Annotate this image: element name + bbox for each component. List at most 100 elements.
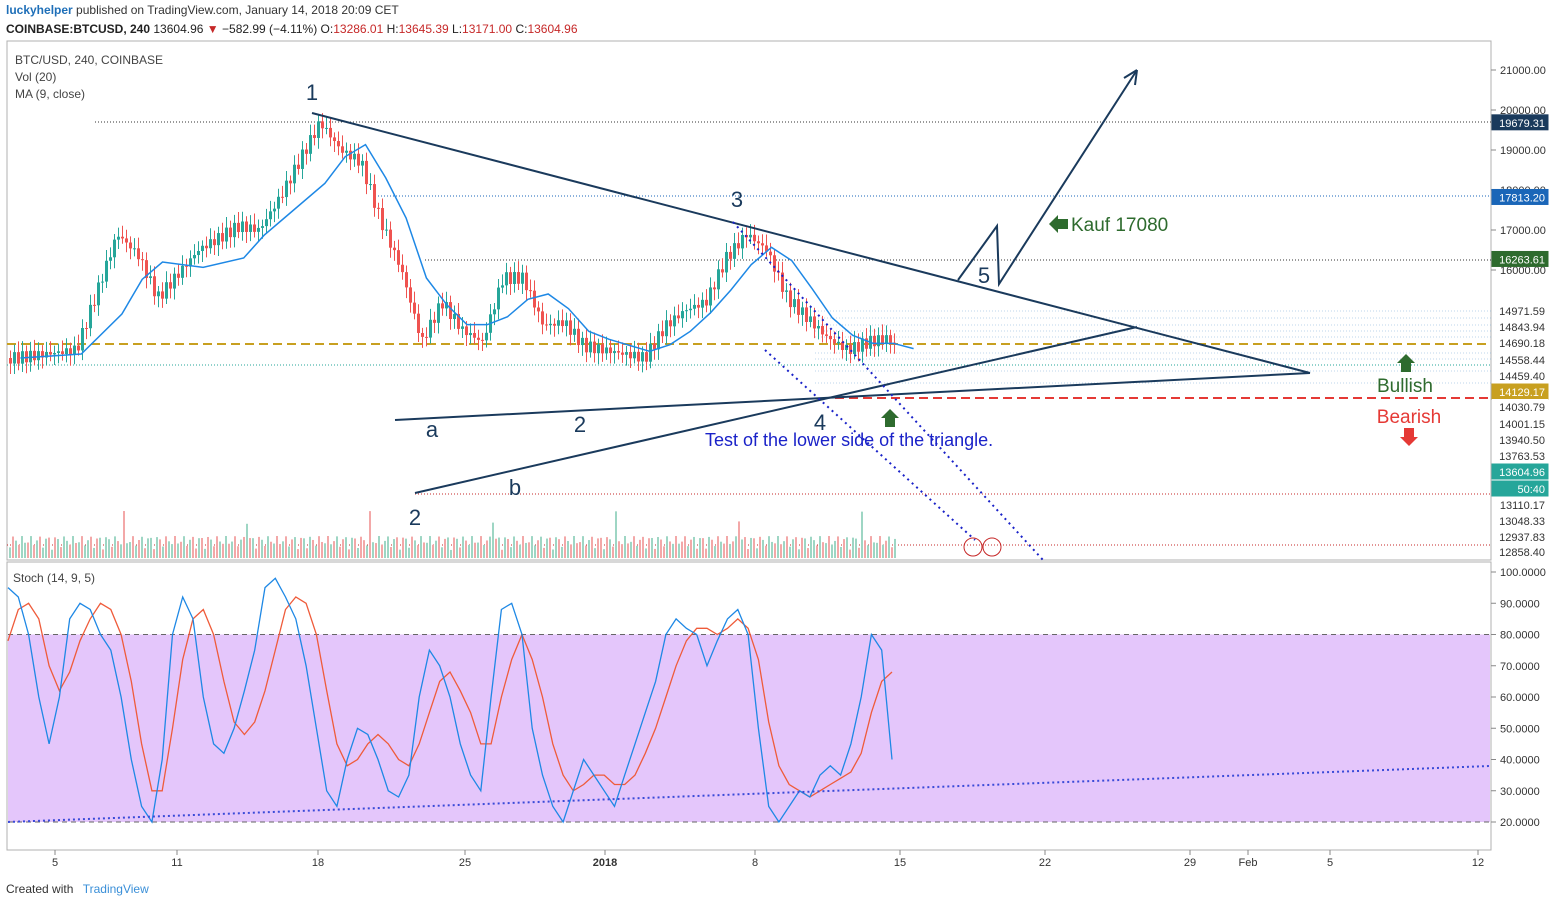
time-axis-label: 11 <box>171 857 182 869</box>
candle-body <box>385 229 388 231</box>
channel-upper-dotted <box>732 221 1044 561</box>
volume-bar <box>894 538 896 558</box>
price-pane[interactable]: 1 2 3 4 5 a b 2 Kauf 17080 Bullish Bearish Test of … <box>7 69 1491 561</box>
volume-bar <box>42 547 44 558</box>
wave-5-projection <box>957 69 1138 288</box>
main-pane-frame <box>6 40 1492 561</box>
price-level-label: 14971.59 <box>1499 306 1545 318</box>
tradingview-logo-link[interactable]: TradingView <box>82 882 149 896</box>
candle-body <box>661 331 664 337</box>
volume-bar <box>420 536 422 558</box>
volume-bar <box>372 542 374 558</box>
volume-bar <box>828 536 830 558</box>
volume-bar <box>90 536 92 558</box>
high-value: 13645.39 <box>398 22 449 36</box>
candle-body <box>689 308 692 311</box>
author-link[interactable]: luckyhelper <box>6 3 73 17</box>
volume-bar <box>219 541 221 558</box>
volume-bar <box>525 542 527 558</box>
price-level-label: 14690.18 <box>1499 338 1545 350</box>
candle-body <box>773 255 776 272</box>
candle-body <box>469 333 472 336</box>
volume-bar <box>426 542 428 558</box>
volume-bar <box>195 548 197 558</box>
candle-body <box>285 180 288 198</box>
volume-bar <box>18 544 20 558</box>
volume-bar <box>9 547 11 558</box>
volume-bar <box>12 536 14 558</box>
candle-body <box>77 345 80 351</box>
volume-bar <box>291 539 293 558</box>
volume-bar <box>594 548 596 558</box>
candle-body <box>641 352 644 362</box>
volume-bar <box>447 537 449 558</box>
candle-body <box>553 323 556 326</box>
volume-bar <box>660 539 662 558</box>
volume-bar <box>360 536 362 558</box>
volume-bar <box>453 537 455 558</box>
candle-body <box>485 332 488 341</box>
candle-body <box>121 236 124 239</box>
triangle-test-note: Test of the lower side of the triangle. <box>705 430 993 450</box>
volume-bar <box>681 541 683 558</box>
candle-body <box>181 265 184 278</box>
candle-body <box>89 304 92 329</box>
candle-body <box>293 164 296 184</box>
volume-bar <box>732 541 734 558</box>
candle-body <box>825 334 828 336</box>
candle-body <box>613 351 616 354</box>
volume-bar <box>687 546 689 558</box>
volume-bar <box>636 545 638 558</box>
candle-body <box>261 226 264 228</box>
candle-body <box>213 239 216 246</box>
volume-bar <box>96 538 98 558</box>
price-level-label: 14030.79 <box>1499 402 1545 414</box>
volume-bar <box>633 536 635 558</box>
candle-body <box>381 208 384 231</box>
price-level-box <box>1492 448 1548 463</box>
volume-bar <box>750 537 752 558</box>
candle-body <box>317 121 320 138</box>
volume-bar <box>300 537 302 558</box>
time-axis-label: 5 <box>52 857 58 869</box>
candle-body <box>757 241 760 244</box>
candle-body <box>117 236 120 240</box>
symbol-name: COINBASE:BTCUSD, 240 <box>6 22 151 36</box>
volume-bar <box>147 538 149 558</box>
volume-bar <box>270 541 272 558</box>
stoch-axis-label: 40.0000 <box>1500 755 1540 767</box>
candle-body <box>645 352 648 362</box>
candle-body <box>637 351 640 362</box>
volume-bar <box>876 542 878 558</box>
open-label: O: <box>320 22 334 36</box>
candle-body <box>761 243 764 246</box>
candle-body <box>273 208 276 212</box>
stoch-pane[interactable] <box>7 577 1491 824</box>
candle-body <box>697 304 700 308</box>
candle-body <box>557 320 560 326</box>
candle-body <box>617 351 620 353</box>
wave-label: a <box>426 417 439 442</box>
candle-body <box>357 153 360 166</box>
volume-bar <box>138 540 140 558</box>
channel-lower-dotted <box>764 349 976 541</box>
volume-bar <box>462 536 464 558</box>
candle-body <box>61 351 64 355</box>
volume-bar <box>888 536 890 558</box>
volume-bar <box>639 539 641 558</box>
volume-bar <box>99 537 101 558</box>
wave-label: 2 <box>574 412 586 437</box>
volume-bar <box>120 544 122 558</box>
volume-bar <box>516 540 518 558</box>
volume-bar <box>438 536 440 558</box>
volume-bar <box>114 536 116 558</box>
price-level-box <box>1491 480 1549 497</box>
volume-bar <box>306 548 308 558</box>
volume-bar <box>162 546 164 558</box>
volume-bar <box>522 536 524 558</box>
last-price: 13604.96 <box>153 22 204 36</box>
candle-body <box>877 335 880 347</box>
wave-label: 1 <box>306 80 318 105</box>
candle-body <box>625 352 628 355</box>
